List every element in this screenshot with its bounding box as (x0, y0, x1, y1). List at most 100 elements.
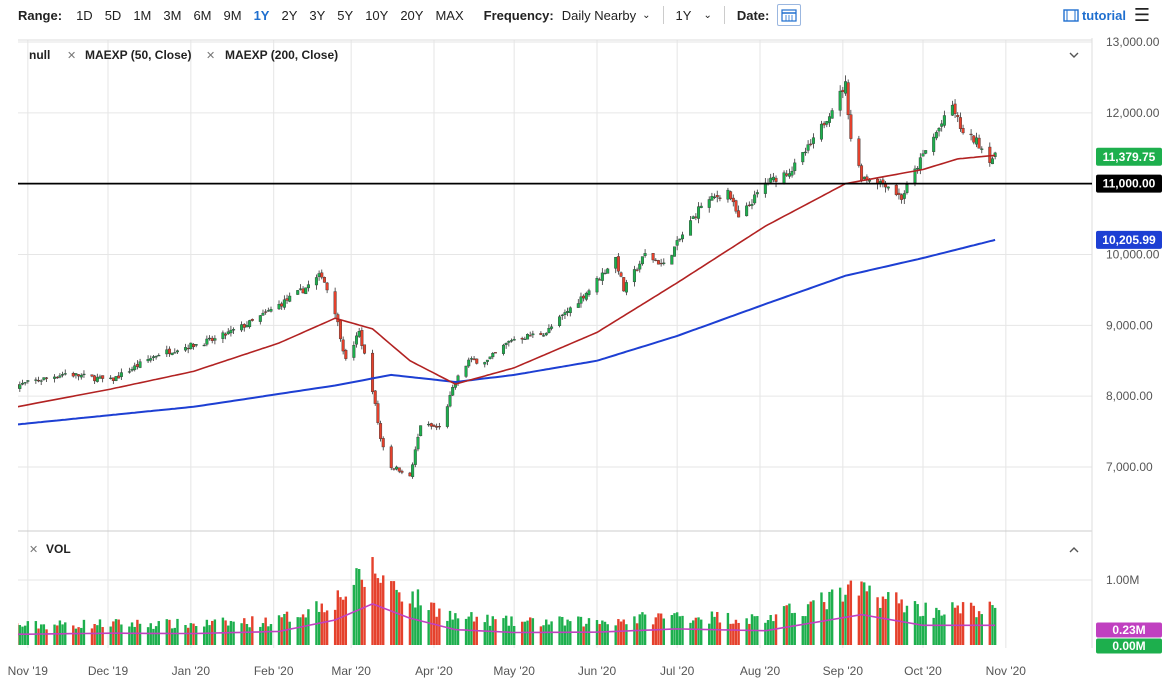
candle (280, 301, 284, 310)
range-5y[interactable]: 5Y (337, 7, 354, 23)
toolbar-divider (723, 6, 725, 24)
svg-text:11,000.00: 11,000.00 (1103, 177, 1156, 191)
legend-ma200: MAEXP (200, Close) (225, 48, 338, 62)
candle (769, 173, 773, 183)
remove-study1-icon[interactable]: ✕ (67, 49, 76, 62)
volume-bar (678, 616, 682, 645)
candle (582, 294, 586, 302)
candle (42, 377, 46, 381)
x-tick-label: Apr '20 (415, 664, 453, 678)
x-tick-label: Jul '20 (660, 664, 695, 678)
candle (429, 422, 433, 430)
candle (127, 367, 131, 374)
x-axis-labels: Nov '19 Dec '19 Jan '20 Feb '20 Mar '20 Apr '… (8, 664, 1027, 678)
x-tick-label: Nov '19 (8, 664, 49, 678)
candle (691, 215, 695, 219)
volume-bar (694, 617, 698, 645)
hamburger-menu-icon[interactable]: ☰ (1133, 5, 1150, 25)
candle (643, 249, 647, 258)
ma50-line (18, 154, 996, 408)
candle (189, 342, 193, 350)
tutorial-link[interactable]: tutorial (1063, 8, 1126, 23)
expand-volume-chevron-icon[interactable] (1069, 547, 1079, 553)
volume-bar (21, 626, 24, 645)
range-2y[interactable]: 2Y (281, 7, 298, 23)
candle (269, 306, 273, 313)
candle (338, 319, 342, 342)
range-5d[interactable]: 5D (104, 7, 122, 23)
range-1y[interactable]: 1Y (253, 7, 270, 23)
candle (932, 133, 936, 156)
calendar-button[interactable] (777, 4, 802, 26)
candle (827, 113, 831, 127)
frequency-dropdown[interactable]: Daily Nearby ⌄ (562, 8, 651, 23)
chevron-down-icon: ⌄ (642, 9, 651, 21)
range-1m[interactable]: 1M (133, 7, 152, 23)
volume-bar (937, 610, 941, 645)
candle (258, 314, 262, 325)
candle (600, 268, 604, 285)
volume-bar (764, 622, 767, 645)
volume-bar (146, 627, 150, 645)
volume-bar (881, 596, 885, 645)
candle (523, 336, 527, 340)
volume-bar (820, 592, 823, 645)
candle (819, 120, 823, 142)
candle (101, 375, 105, 383)
candle (98, 374, 102, 379)
remove-volume-icon[interactable]: ✕ (29, 543, 38, 556)
volume-bar (267, 626, 270, 645)
volume-bar (304, 617, 307, 645)
x-tick-label: Dec '19 (88, 664, 129, 678)
volume-bar (205, 619, 209, 645)
range-3y[interactable]: 3Y (309, 7, 326, 23)
range-max[interactable]: MAX (435, 7, 464, 23)
candle (598, 277, 602, 281)
volume-bar (700, 619, 703, 645)
volume-bar (470, 612, 473, 645)
candle (718, 195, 722, 202)
volume-bar (641, 612, 644, 645)
range-3m[interactable]: 3M (163, 7, 182, 23)
volume-bar (841, 601, 845, 645)
volume-bar (975, 617, 978, 645)
candle (619, 271, 623, 278)
range-10y[interactable]: 10Y (365, 7, 389, 23)
remove-study2-icon[interactable]: ✕ (206, 49, 215, 62)
candle (392, 468, 396, 471)
volume-bar (865, 591, 869, 645)
candle (822, 121, 826, 129)
candle (782, 170, 786, 185)
volume-bar (563, 625, 567, 645)
candle (793, 158, 797, 175)
period-dropdown[interactable]: 1Y ⌄ (676, 8, 712, 23)
candle (130, 366, 134, 372)
volume-bar (903, 612, 906, 645)
volume-bar (240, 623, 243, 645)
candle (194, 343, 198, 348)
candle (79, 373, 83, 380)
range-20y[interactable]: 20Y (400, 7, 424, 23)
candle (488, 356, 492, 360)
volume-bar (53, 624, 56, 645)
candle (245, 321, 249, 328)
candle (803, 147, 807, 156)
candle (232, 327, 236, 334)
volume-bar (766, 620, 770, 645)
volume-bar (371, 557, 374, 645)
candle (379, 420, 383, 442)
volume-bar (713, 616, 716, 645)
range-1d[interactable]: 1D (76, 7, 93, 23)
candle (170, 352, 174, 356)
range-9m[interactable]: 9M (223, 7, 242, 23)
volume-bar (531, 618, 535, 645)
collapse-main-chevron-icon[interactable] (1069, 52, 1079, 58)
volume-bar (569, 621, 572, 645)
candle (595, 276, 599, 295)
y-tick-label: 7,000.00 (1106, 460, 1153, 474)
candle (632, 265, 636, 287)
volume-bar (801, 616, 804, 645)
range-6m[interactable]: 6M (193, 7, 212, 23)
candle (937, 127, 941, 137)
candle (785, 170, 789, 177)
